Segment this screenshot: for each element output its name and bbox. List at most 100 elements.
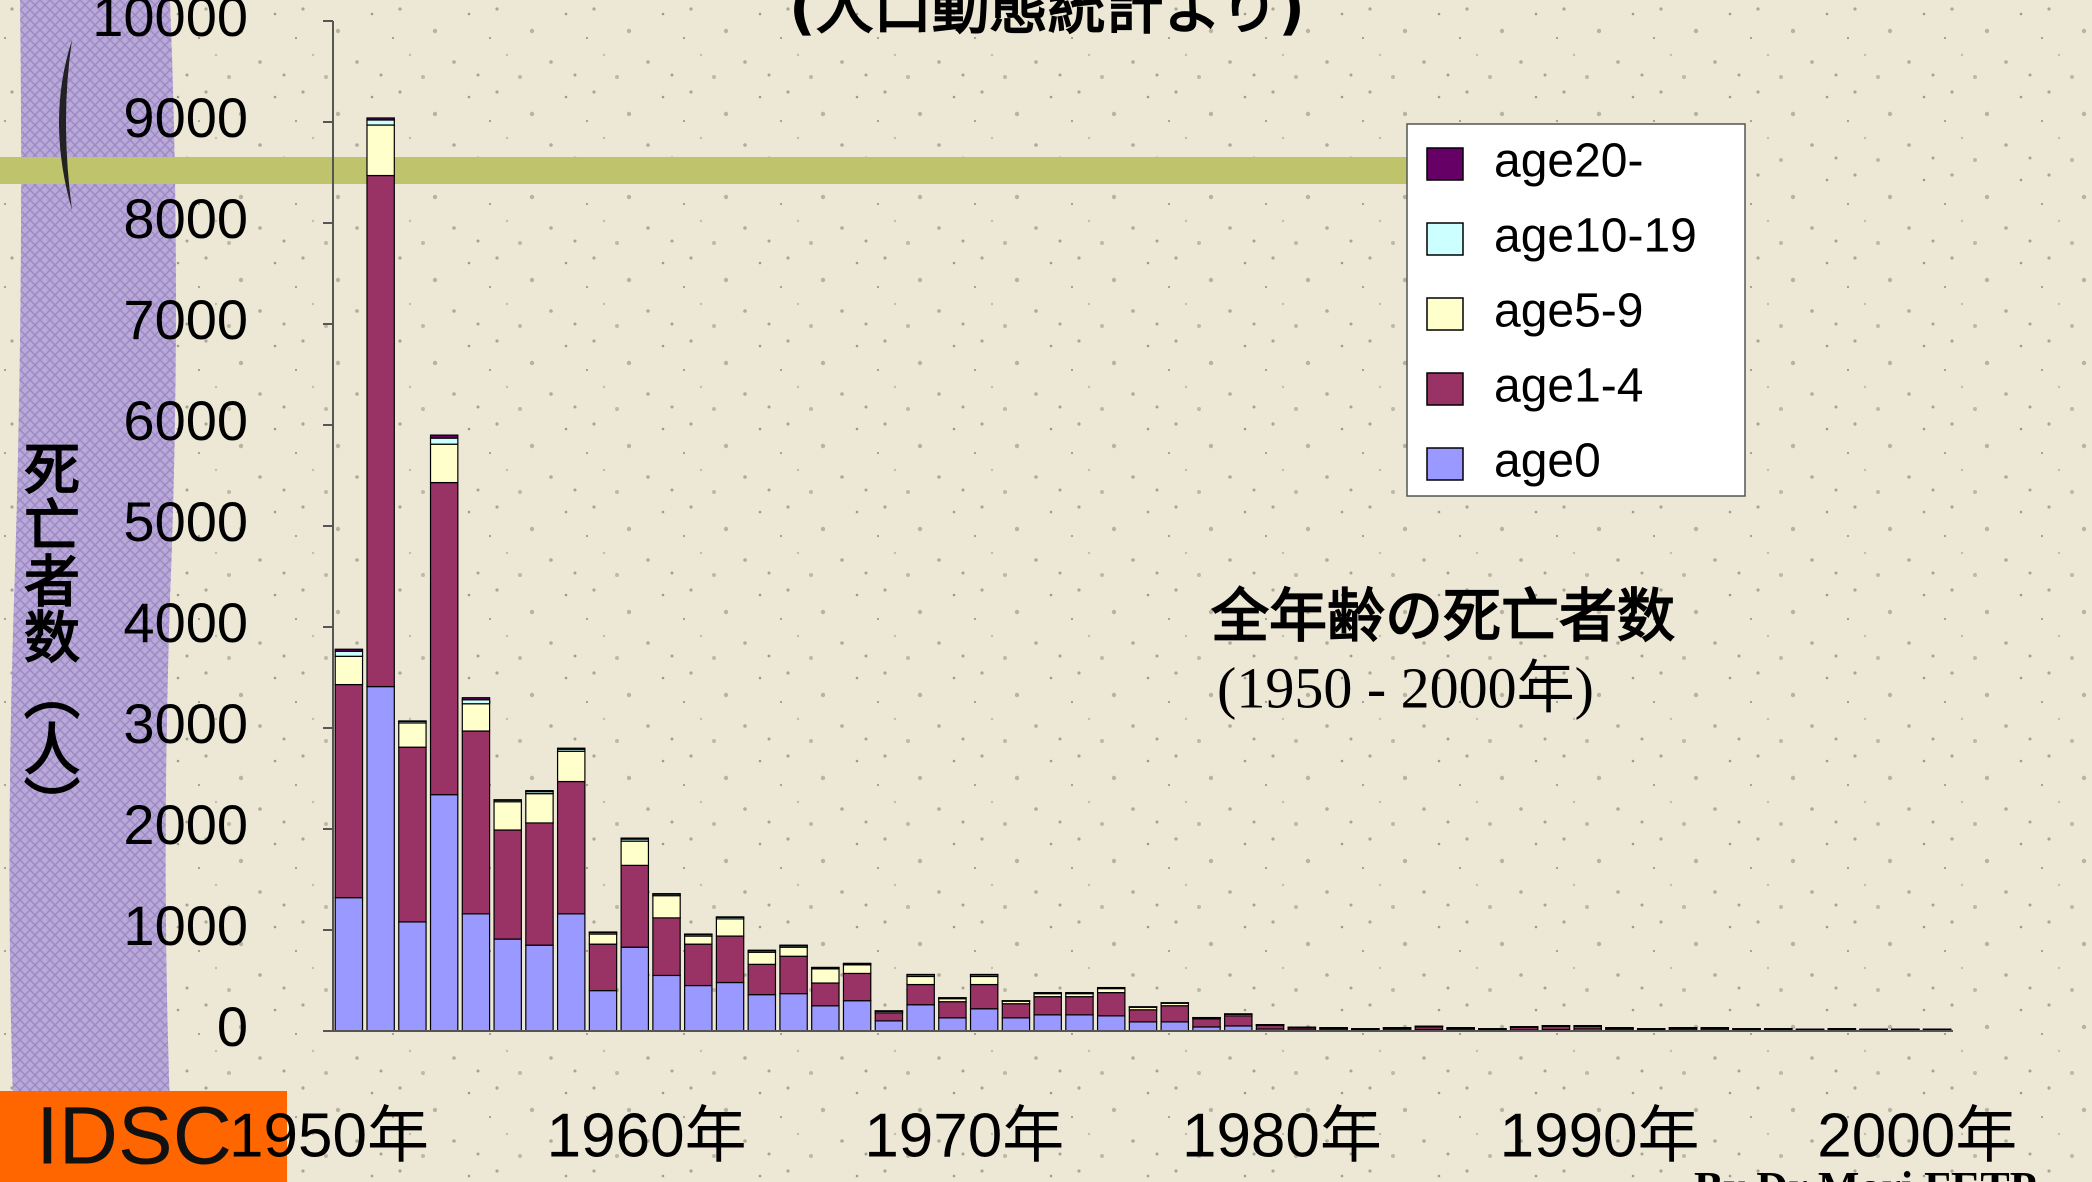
bar-segment — [938, 1001, 967, 1019]
bar-segment — [906, 1004, 935, 1032]
bar-segment — [398, 921, 427, 1032]
bar-segment — [906, 975, 935, 986]
bar-segment — [1096, 992, 1126, 1017]
bar-segment — [811, 968, 840, 984]
bar-segment — [652, 917, 681, 977]
x-tick-label: 1990年 — [1500, 1101, 1700, 1170]
bar-segment — [588, 943, 618, 992]
bar-segment — [398, 720, 427, 723]
bar-segment — [1160, 1021, 1190, 1032]
bar-segment — [842, 964, 872, 975]
bar-segment — [429, 443, 459, 484]
bar-segment — [969, 973, 999, 976]
bar-segment — [398, 746, 427, 923]
bar-segment — [1001, 1017, 1031, 1032]
bar-segment — [779, 993, 808, 1032]
bar-segment — [969, 983, 999, 1010]
bar-segment — [620, 864, 650, 948]
y-tick-label: 6000 — [123, 389, 248, 452]
bar-segment — [556, 780, 586, 915]
bar-segment — [334, 655, 364, 686]
bar-segment — [684, 984, 713, 1032]
bar-segment — [493, 799, 522, 801]
bar-segment — [461, 697, 491, 701]
bar-segment — [652, 893, 681, 895]
bar-segment — [969, 1008, 999, 1032]
bar-segment — [461, 913, 491, 1032]
bar-segment — [684, 933, 713, 936]
bar-segment — [1192, 1018, 1221, 1028]
bar-segment — [334, 683, 364, 899]
bar-segment — [811, 966, 840, 969]
bar-segment — [620, 840, 650, 866]
bar-segment — [1033, 996, 1062, 1016]
bar-segment — [366, 124, 395, 177]
annotation: 全年齢の死亡者数 — [1210, 582, 1675, 650]
bar-segment — [588, 933, 618, 945]
y-tick-label: 7000 — [123, 288, 248, 351]
y-tick-label: 0 — [217, 995, 248, 1058]
bar-segment — [969, 975, 999, 986]
bar-segment — [811, 982, 840, 1007]
logo-box — [0, 1091, 287, 1182]
bar-segment — [779, 955, 808, 995]
bar-segment — [429, 794, 459, 1032]
bar-segment — [1065, 996, 1094, 1016]
bar-segment — [429, 437, 459, 445]
credit: By Dr Mori FETP — [1694, 1163, 2037, 1182]
bar-segment — [684, 943, 713, 987]
bar-segment — [620, 946, 650, 1032]
bar-segment — [715, 918, 745, 937]
bar-segment — [652, 895, 681, 919]
bar-segment — [366, 174, 395, 688]
bar-segment — [588, 989, 618, 1032]
bar-segment — [842, 1000, 872, 1032]
bar-segment — [747, 951, 777, 965]
bar-segment — [747, 949, 777, 952]
y-tick-label: 5000 — [123, 490, 248, 553]
bar-segment — [779, 946, 808, 957]
bar-segment — [747, 994, 777, 1032]
bar-segment — [906, 973, 935, 976]
x-tick-label: 1960年 — [547, 1101, 747, 1170]
x-tick-label: 2000年 — [1817, 1101, 2017, 1170]
band — [0, 157, 1407, 184]
y-tick-label: 3000 — [123, 692, 248, 755]
y-tick-label: 1000 — [123, 894, 248, 957]
y-axis-label: 死亡者数（人） — [15, 440, 80, 832]
bar-segment — [556, 747, 586, 750]
bar-segment — [366, 685, 395, 1032]
y-tick-label: 10000 — [92, 0, 248, 48]
bar-segment — [1128, 1021, 1158, 1032]
y-tick-label: 8000 — [123, 187, 248, 250]
bar-segment — [461, 703, 491, 732]
y-tick-label: 9000 — [123, 86, 248, 149]
bar-segment — [366, 119, 395, 126]
bar-segment — [874, 1012, 904, 1022]
bar-segment — [747, 963, 777, 996]
legend-swatch — [1426, 297, 1464, 331]
bar-segment — [842, 962, 872, 965]
y-tick-label: 2000 — [123, 793, 248, 856]
bar-segment — [588, 931, 618, 934]
bar-segment — [366, 117, 395, 121]
legend-swatch — [1426, 372, 1464, 406]
bar-segment — [461, 699, 491, 705]
bar-segment — [556, 750, 586, 783]
legend-swatch — [1426, 222, 1464, 256]
legend-label: age5-9 — [1494, 285, 1643, 338]
bar-segment — [525, 944, 554, 1032]
bar-segment — [620, 837, 650, 840]
legend-label: age10-19 — [1494, 210, 1697, 263]
bar-segment — [874, 1020, 904, 1032]
bar-segment — [398, 722, 427, 748]
annotation: (1950 - 2000年) — [1217, 655, 1594, 720]
bar-segment — [842, 972, 872, 1002]
bar-segment — [493, 829, 522, 940]
logo: IDSC — [36, 1091, 232, 1182]
bar-segment — [1033, 1014, 1062, 1032]
x-tick-label: 1970年 — [864, 1101, 1064, 1170]
bar-segment — [811, 1005, 840, 1032]
bar-segment — [1001, 1003, 1031, 1019]
